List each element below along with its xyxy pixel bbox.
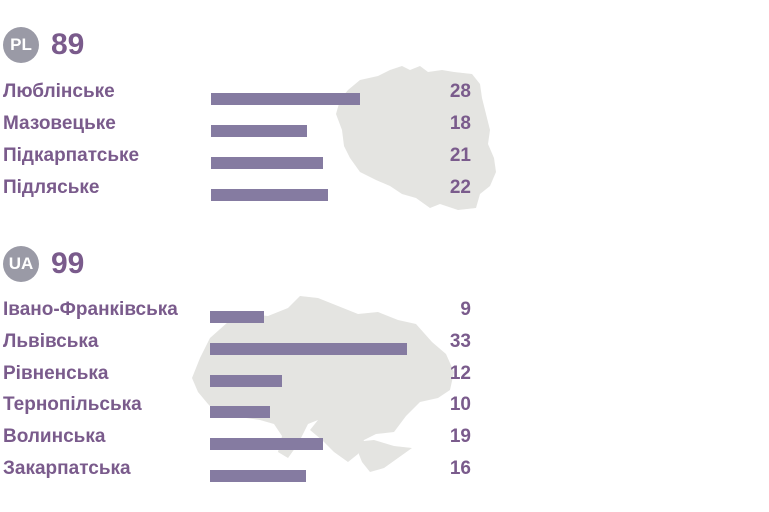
category-label: Люблінське bbox=[3, 81, 115, 102]
bar bbox=[211, 93, 360, 105]
value-label: 22 bbox=[449, 177, 471, 198]
poland-map-icon bbox=[336, 66, 496, 210]
ukraine-map-shape bbox=[192, 296, 454, 462]
value-label: 21 bbox=[449, 145, 471, 166]
value-label: 10 bbox=[449, 394, 471, 416]
bar bbox=[210, 470, 306, 482]
bar bbox=[210, 438, 323, 451]
value-label: 33 bbox=[449, 330, 471, 352]
country-total-ua: 99 bbox=[51, 247, 85, 280]
category-label: Львівська bbox=[3, 330, 99, 352]
value-label: 28 bbox=[449, 81, 471, 102]
category-label: Підкарпатське bbox=[3, 145, 140, 166]
category-label: Волинська bbox=[3, 426, 106, 448]
bar bbox=[210, 374, 282, 387]
country-total-pl: 89 bbox=[51, 28, 85, 61]
country-badge-pl: PL bbox=[3, 27, 39, 63]
category-label: Тернопільська bbox=[3, 394, 142, 416]
bar bbox=[210, 342, 407, 355]
category-label: Мазовецьке bbox=[3, 113, 116, 134]
value-label: 19 bbox=[449, 426, 471, 448]
bar bbox=[211, 157, 323, 169]
category-label: Івано-Франківська bbox=[3, 299, 178, 320]
bar bbox=[210, 406, 270, 419]
value-label: 9 bbox=[460, 299, 471, 320]
bar bbox=[211, 125, 307, 137]
category-label: Рівненська bbox=[3, 362, 109, 384]
value-label: 16 bbox=[449, 458, 471, 479]
country-badge-ua: UA bbox=[3, 246, 39, 282]
category-label: Закарпатська bbox=[3, 458, 131, 479]
poland-map-shape bbox=[336, 66, 496, 210]
category-label: Підляське bbox=[3, 177, 100, 198]
value-label: 12 bbox=[449, 362, 471, 384]
value-label: 18 bbox=[449, 113, 471, 134]
bar bbox=[210, 311, 264, 323]
ukraine-map-icon bbox=[192, 296, 454, 472]
bar bbox=[211, 189, 328, 201]
crimea-shape bbox=[354, 440, 412, 472]
